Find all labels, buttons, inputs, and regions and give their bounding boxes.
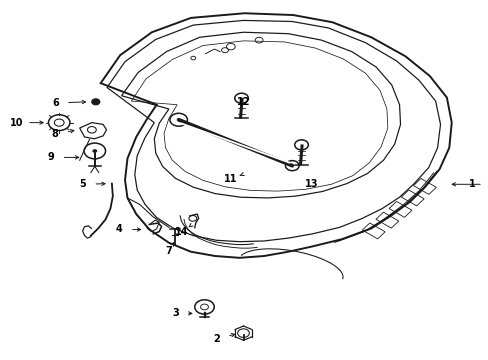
Text: 13: 13	[305, 179, 318, 189]
Circle shape	[92, 149, 97, 153]
Text: 2: 2	[213, 333, 220, 343]
Text: 10: 10	[10, 118, 23, 128]
Text: 5: 5	[79, 179, 86, 189]
Text: 7: 7	[165, 246, 172, 256]
Text: 3: 3	[172, 309, 178, 318]
Text: 1: 1	[468, 179, 475, 189]
Text: 12: 12	[236, 97, 250, 107]
Text: 14: 14	[175, 227, 188, 237]
Text: 9: 9	[47, 152, 54, 162]
Text: 6: 6	[52, 98, 59, 108]
Text: 8: 8	[52, 129, 59, 139]
Circle shape	[92, 99, 100, 105]
Text: 4: 4	[116, 225, 122, 234]
Text: 11: 11	[224, 174, 237, 184]
